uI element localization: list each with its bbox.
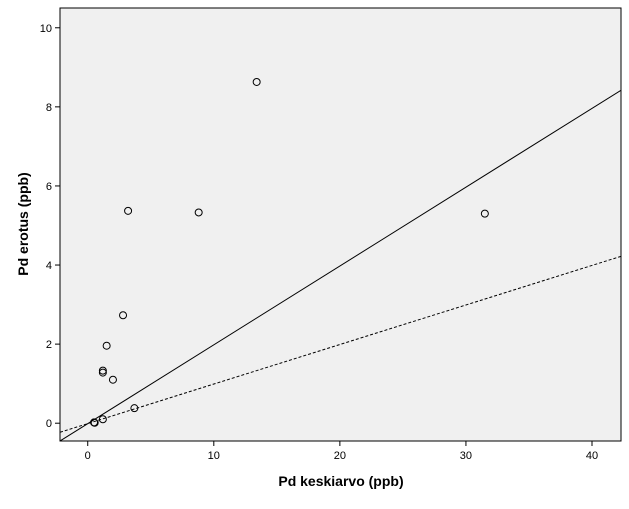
plot-background <box>60 8 621 441</box>
y-tick-label: 8 <box>46 102 52 114</box>
data-point <box>102 341 111 350</box>
data-point <box>98 415 107 424</box>
y-tick-label: 4 <box>46 260 52 272</box>
solid-fit-line <box>60 89 621 441</box>
data-point <box>252 77 261 86</box>
data-point <box>124 206 133 215</box>
x-tick-label: 40 <box>586 450 598 462</box>
x-tick-label: 20 <box>334 450 346 462</box>
y-tick-label: 0 <box>46 418 52 430</box>
x-axis-title: Pd keskiarvo (ppb) <box>278 473 403 489</box>
data-point <box>98 366 107 375</box>
data-point <box>194 208 203 217</box>
data-point <box>119 311 128 320</box>
x-tick-label: 0 <box>85 450 91 462</box>
fit-lines <box>60 89 621 441</box>
data-point <box>98 368 107 377</box>
data-points <box>90 77 489 427</box>
dashed-reference-line <box>60 255 621 433</box>
data-point <box>108 375 117 384</box>
axes: 0 10 20 30 40 0 2 4 6 8 10 <box>40 23 598 462</box>
y-axis-title: Pd erotus (ppb) <box>15 172 31 275</box>
y-tick-label: 10 <box>40 23 52 35</box>
data-point <box>480 209 489 218</box>
x-tick-label: 30 <box>460 450 472 462</box>
data-point <box>130 404 139 413</box>
y-tick-label: 2 <box>46 339 52 351</box>
plot-frame <box>59 7 622 442</box>
data-point <box>90 418 99 427</box>
y-tick-label: 6 <box>46 181 52 193</box>
x-tick-label: 10 <box>208 450 220 462</box>
